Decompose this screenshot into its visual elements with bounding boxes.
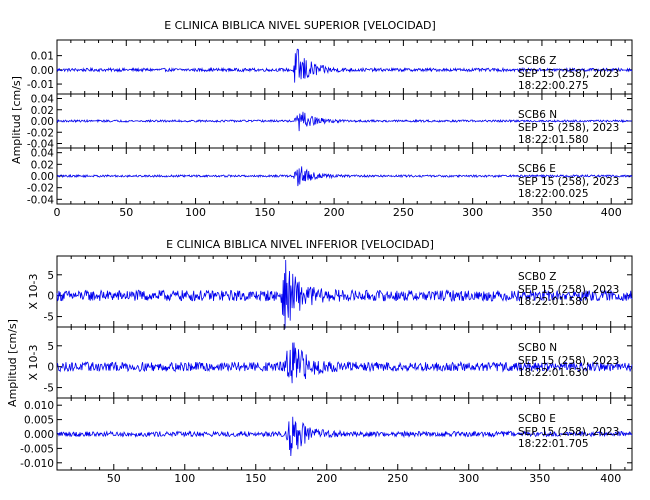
station-label: SCB0 N: [518, 342, 557, 354]
date-label: SEP 15 (258), 2023: [518, 68, 619, 80]
x-tick-label: 300: [458, 472, 479, 485]
y-tick-label: 0.01: [31, 51, 54, 63]
x-tick-label: 250: [393, 206, 414, 219]
time-label: 18:22:01.630: [518, 367, 589, 379]
waveform-trace: [56, 416, 633, 456]
x-tick-label: 400: [601, 206, 622, 219]
y-tick-label: -0.02: [27, 183, 54, 195]
x-tick-label: 200: [316, 472, 337, 485]
x-tick-label: 350: [531, 206, 552, 219]
x-tick-label: 350: [529, 472, 550, 485]
y-tick-label: 5: [47, 270, 54, 282]
time-label: 18:22:00.275: [518, 80, 589, 92]
chart-title: E CLINICA BIBLICA NIVEL INFERIOR [VELOCI…: [166, 238, 434, 251]
scale-label: X 10-3: [27, 345, 40, 381]
y-axis-label: Amplitud [cm/s]: [10, 76, 23, 164]
y-tick-label: 0.010: [24, 400, 54, 412]
y-tick-label: -0.005: [20, 443, 54, 455]
y-tick-label: 5: [47, 341, 54, 353]
plot-root: E CLINICA BIBLICA NIVEL SUPERIOR [VELOCI…: [6, 19, 633, 485]
x-tick-label: 400: [600, 472, 621, 485]
x-tick-label: 200: [324, 206, 345, 219]
chart-title: E CLINICA BIBLICA NIVEL SUPERIOR [VELOCI…: [164, 19, 436, 32]
waveform-trace: [56, 48, 633, 83]
y-tick-label: 0.000: [24, 429, 54, 441]
y-tick-label: 0.02: [31, 159, 54, 171]
x-tick-label: 50: [119, 206, 133, 219]
time-label: 18:22:01.580: [518, 134, 589, 146]
y-tick-label: 0.04: [31, 94, 55, 106]
date-label: SEP 15 (258), 2023: [518, 122, 619, 134]
waveform-trace: [56, 111, 632, 132]
station-label: SCB6 E: [518, 163, 556, 175]
x-tick-label: 150: [254, 206, 275, 219]
y-tick-label: 0.00: [31, 65, 54, 77]
x-tick-label: 150: [245, 472, 266, 485]
y-axis-label: Amplitud [cm/s]: [6, 319, 19, 407]
date-label: SEP 15 (258), 2023: [518, 284, 619, 296]
y-tick-label: -0.01: [27, 79, 54, 91]
y-tick-label: 0.02: [31, 105, 54, 117]
y-tick-label: 0: [47, 291, 54, 303]
scale-label: X 10-3: [27, 274, 40, 310]
date-label: SEP 15 (258), 2023: [518, 426, 619, 438]
waveform-trace: [56, 342, 633, 384]
time-label: 18:22:01.705: [518, 438, 589, 450]
time-label: 18:22:00.025: [518, 188, 589, 200]
y-tick-label: -0.010: [20, 458, 54, 470]
date-label: SEP 15 (258), 2023: [518, 176, 619, 188]
station-label: SCB0 E: [518, 413, 556, 425]
x-tick-label: 50: [107, 472, 121, 485]
station-label: SCB6 Z: [518, 55, 556, 67]
y-tick-label: 0.00: [31, 171, 54, 183]
time-label: 18:22:01.580: [518, 296, 589, 308]
y-tick-label: -0.04: [27, 139, 54, 151]
x-tick-label: 0: [54, 206, 61, 219]
y-tick-label: 0: [47, 362, 54, 374]
y-tick-label: -0.02: [27, 127, 54, 139]
waveform-trace: [56, 259, 633, 329]
x-tick-label: 100: [174, 472, 195, 485]
x-tick-label: 100: [185, 206, 206, 219]
x-tick-label: 300: [462, 206, 483, 219]
station-label: SCB0 Z: [518, 271, 556, 283]
y-tick-label: -0.04: [27, 194, 54, 206]
date-label: SEP 15 (258), 2023: [518, 355, 619, 367]
y-tick-label: -5: [44, 312, 54, 324]
y-tick-label: 0.00: [31, 116, 54, 128]
station-label: SCB6 N: [518, 109, 557, 121]
waveform-trace: [56, 166, 633, 187]
y-tick-label: -5: [44, 383, 54, 395]
x-tick-label: 250: [387, 472, 408, 485]
y-tick-label: 0.005: [24, 415, 54, 427]
y-tick-label: 0.04: [31, 148, 55, 160]
